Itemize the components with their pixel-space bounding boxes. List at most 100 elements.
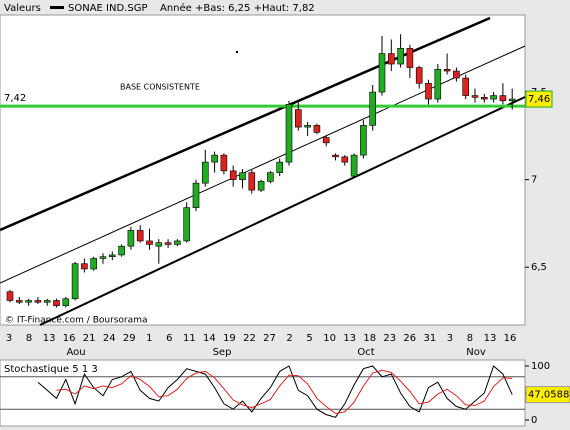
candle-body [183,207,190,242]
x-tick-label: 26 [403,333,416,344]
panel-label: Valeurs [4,3,41,14]
candle-body [25,300,32,303]
candle-body [239,172,246,180]
candle-body [341,156,349,163]
candle-body [434,68,442,100]
candle-body [387,53,395,65]
x-tick-label: 2 [286,333,292,344]
y-tick-label: 100 [531,361,550,372]
candle-body [369,91,377,126]
x-tick-label: 24 [103,333,116,344]
annotation: BASE CONSISTENTE [120,83,200,92]
candle-body [15,300,23,303]
x-tick-label: 3 [6,333,12,344]
x-tick-label: 13 [484,333,497,344]
stoch-line [37,365,513,418]
last-value-tag [525,386,570,404]
candle-body [490,95,497,100]
candle-body [109,254,116,257]
candle-body [164,242,172,245]
credit: © IT-Finance.com / Boursorama [5,316,147,326]
candle-body [415,67,423,84]
x-tick-label: 13 [343,333,356,344]
x-tick-label: 19 [223,333,236,344]
candle-body [294,109,302,128]
candle-body [220,154,228,172]
stoch-line [56,369,513,415]
candle-body [350,154,358,177]
candle-body [322,137,330,144]
candle-body [34,300,42,303]
candle-body [136,230,144,242]
month-label: Aou [66,347,85,358]
stoch-title: Stochastique 5 1 3 [4,364,98,375]
dot [235,50,239,54]
candle-body [211,154,218,163]
x-tick-label: 3 [447,333,453,344]
candle-body [360,125,367,156]
candle-body [192,182,200,208]
x-tick-label: 16 [63,333,76,344]
candle-body [285,104,293,163]
candle-body [62,298,70,307]
x-tick-label: 18 [363,333,376,344]
y-tick-label: 7 [531,175,537,186]
x-tick-label: 13 [43,333,56,344]
candle-body [453,70,460,79]
candle-body [397,47,404,65]
level-label: 7,42 [4,93,26,104]
month-label: Sep [213,347,232,358]
candle-body [118,245,125,256]
candle-body [480,97,488,100]
range-info: Année +Bas: 6,25 +Haut: 7,82 [160,2,315,14]
candle-body [127,230,135,247]
candle-body [53,300,60,307]
x-tick-label: 10 [323,333,336,344]
y-tick-label: 6,5 [531,262,547,273]
x-tick-label: 22 [243,333,256,344]
candle-body [304,125,311,128]
x-tick-label: 23 [383,333,396,344]
legend-swatch [50,6,64,9]
main-plot [0,14,526,326]
candle-body [378,53,386,93]
y-tick-label: 0 [531,415,537,426]
stoch-plot [0,359,526,427]
candle-body [90,258,97,270]
candle-body [276,161,284,173]
candle-body [257,181,265,191]
x-tick-label: 11 [183,333,196,344]
trend-channel-lower [39,96,526,326]
last-price-tag [525,90,553,108]
x-tick-label: 29 [123,333,136,344]
x-tick-label: 1 [146,333,152,344]
candle-body [313,125,321,133]
x-tick-label: 16 [504,333,517,344]
month-label: Oct [357,347,374,358]
x-tick-label: 27 [263,333,276,344]
candle-body [71,263,79,300]
x-tick-label: 6 [166,333,172,344]
candle-body [155,242,163,247]
x-tick-label: 8 [26,333,32,344]
x-tick-label: 14 [203,333,216,344]
candle-body [146,240,153,245]
candle-body [267,172,274,182]
candle-body [406,47,414,68]
candle-body [471,95,479,98]
legend-entry: SONAE IND.SGP [68,3,147,14]
last-value-label: 47,0588 [528,390,569,401]
month-label: Nov [466,347,486,358]
candle-body [174,240,181,245]
candle-body [443,68,451,72]
candle-body [462,77,470,96]
candle-body [43,300,51,303]
x-tick-label: 31 [423,333,436,344]
candle-body [6,291,14,301]
candle-body [499,95,507,102]
candle-body [202,161,209,184]
candle-body [99,256,107,259]
candle-body [425,83,432,100]
x-tick-label: 5 [306,333,312,344]
